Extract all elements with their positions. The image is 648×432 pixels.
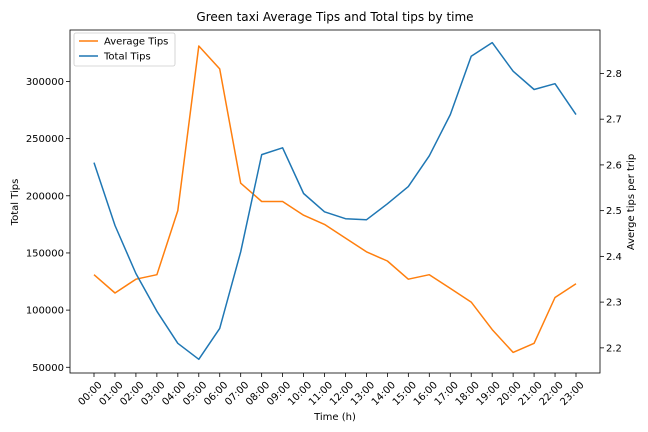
right-y-tick-label: 2.6 — [606, 160, 622, 171]
left-y-tick-label: 250000 — [26, 134, 64, 145]
plot-frame — [69, 29, 601, 374]
chart-title: Green taxi Average Tips and Total tips b… — [196, 10, 473, 24]
x-tick-label: 23:00 — [558, 380, 586, 408]
left-y-tick-label: 100000 — [26, 306, 64, 317]
left-y-axis-label: Total Tips — [10, 179, 21, 227]
right-y-axis-label: Averge tips per trip — [626, 154, 637, 250]
legend-label: Average Tips — [104, 37, 168, 48]
right-y-tick-label: 2.7 — [606, 115, 622, 126]
left-y-tick-label: 150000 — [26, 248, 64, 259]
right-y-tick-label: 2.4 — [606, 252, 622, 263]
plot-area: 00:0001:0002:0003:0004:0005:0006:0007:00… — [26, 29, 622, 408]
left-y-tick-label: 50000 — [32, 363, 64, 374]
right-y-tick-label: 2.8 — [606, 69, 622, 80]
right-y-tick-label: 2.2 — [606, 343, 622, 354]
legend-label: Total Tips — [103, 52, 151, 63]
legend: Average Tips Total Tips — [73, 32, 176, 67]
series-line-average-tips — [93, 45, 577, 354]
x-axis-label: Time (h) — [313, 412, 356, 423]
left-y-tick-label: 300000 — [26, 77, 64, 88]
legend-box — [73, 32, 176, 67]
right-y-tick-label: 2.3 — [606, 298, 622, 309]
left-y-tick-label: 200000 — [26, 191, 64, 202]
series-line-total-tips — [93, 41, 577, 361]
right-y-tick-label: 2.5 — [606, 206, 622, 217]
